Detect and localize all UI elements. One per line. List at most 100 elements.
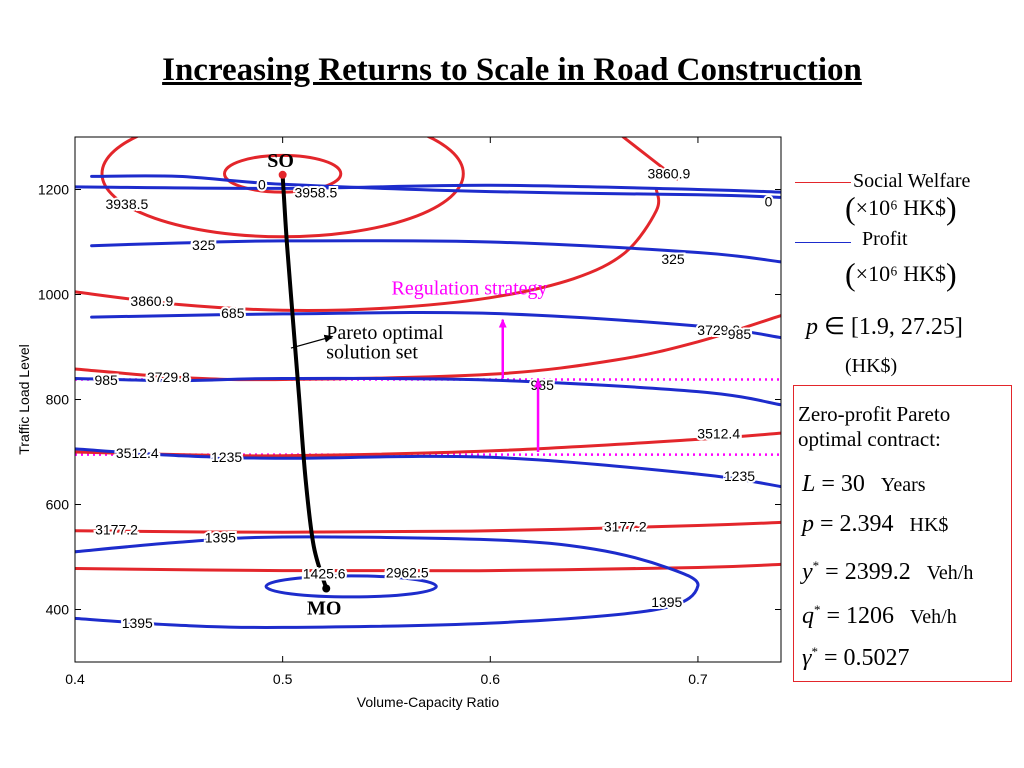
profit-contour-label-11: 1395 — [205, 529, 236, 545]
profit-contour-4 — [90, 311, 781, 340]
y-tick-label-2: 800 — [46, 392, 70, 408]
contract-row-q: q* = 1206 Veh/h — [802, 602, 957, 630]
x-tick-label-2: 0.6 — [481, 671, 501, 687]
contract-row-q-symbol: q — [802, 603, 814, 629]
profit-contour-label-2: 325 — [192, 237, 216, 253]
profit-contour-label-3: 325 — [661, 251, 685, 267]
social-welfare-contour-2 — [75, 188, 661, 313]
contract-row-y-symbol: y — [802, 559, 813, 585]
profit-contour-0 — [90, 174, 781, 199]
social-welfare-contour-6 — [75, 431, 781, 458]
contract-row-L: L = 30 Years — [802, 470, 926, 498]
profit-contour-label-12: 1395 — [122, 615, 153, 631]
contract-row-L-value: = 30 — [821, 471, 865, 497]
profit-contour-label-10: 1235 — [724, 468, 755, 484]
contract-row-L-symbol: L — [802, 471, 816, 497]
legend-line-social-welfare — [795, 182, 851, 183]
profit-contour-6 — [75, 376, 781, 407]
contract-row-q-unit: Veh/h — [910, 606, 957, 628]
contract-row-gamma-value: = 0.5027 — [823, 645, 910, 671]
legend-unit-text-social-welfare: ×10⁶ HK$ — [855, 195, 947, 220]
annotation-regulation-strategy: Regulation strategy — [391, 278, 547, 300]
y-tick-label-1: 600 — [46, 497, 70, 513]
price-unit: (HK$) — [845, 355, 898, 377]
arrow-2 — [290, 334, 334, 349]
profit-contour-label-1: 0 — [765, 193, 773, 209]
contract-row-p-symbol: p — [802, 511, 814, 537]
point-marker-mo — [322, 584, 331, 593]
legend-unit-social-welfare: (×10⁶ HK$) — [845, 190, 957, 226]
contract-row-gamma-symbol: γ — [802, 645, 812, 671]
point-marker-so — [278, 170, 287, 179]
pareto-optimal-solution-set-contour-0 — [280, 172, 329, 591]
profit-contour-label-7: 985 — [531, 377, 555, 393]
point-label-mo: MO — [307, 598, 341, 620]
x-axis-label: Volume-Capacity Ratio — [357, 694, 500, 710]
annotation-solution-set: solution set — [326, 342, 418, 364]
profit-contour-9 — [75, 447, 781, 489]
contract-title-line1: Zero-profit Pareto — [798, 402, 951, 426]
legend-unit-profit: (×10⁶ HK$) — [845, 256, 957, 292]
legend-label-social-welfare: Social Welfare — [853, 170, 971, 192]
profit-contour-2 — [90, 239, 781, 264]
y-tick-label-3: 1000 — [38, 287, 69, 303]
contract-row-L-unit: Years — [880, 474, 926, 496]
x-tick-label-1: 0.5 — [273, 671, 293, 687]
profit-contour-label-0: 0 — [258, 177, 266, 193]
social-welfare-contour-label-5: 3729.8 — [697, 322, 740, 338]
social-welfare-contour-label-6: 3512.4 — [116, 445, 159, 461]
point-label-so: SO — [267, 150, 294, 172]
profit-contour-label-4: 685 — [221, 305, 245, 321]
social-welfare-contour-label-10: 2962.5 — [386, 565, 429, 581]
y-tick-label-0: 400 — [46, 602, 70, 618]
profit-contour-14 — [264, 574, 438, 599]
social-welfare-contour-label-7: 3512.4 — [697, 425, 740, 441]
social-welfare-contour-4 — [75, 314, 781, 382]
x-tick-label-0: 0.4 — [65, 671, 85, 687]
social-welfare-contour-3 — [621, 137, 679, 181]
contract-row-q-sup: * — [814, 602, 821, 617]
contract-row-y-sup: * — [812, 558, 820, 573]
social-welfare-contour-label-1: 3938.5 — [105, 196, 148, 212]
profit-contour-label-8: 985 — [728, 326, 752, 342]
contract-row-y-value: = 2399.2 — [825, 559, 911, 585]
social-welfare-contour-1 — [100, 137, 465, 239]
legend-label-profit: Profit — [862, 228, 908, 250]
contract-row-y: y* = 2399.2 Veh/h — [802, 558, 973, 586]
social-welfare-contour-label-0: 3958.5 — [294, 184, 337, 200]
profit-contour-1 — [75, 183, 781, 194]
y-axis-label: Traffic Load Level — [16, 344, 32, 455]
contract-row-gamma: γ* = 0.5027 — [802, 644, 920, 672]
social-welfare-contour-10 — [75, 562, 781, 573]
profit-contour-label-6: 985 — [94, 372, 118, 388]
contract-row-p-unit: HK$ — [909, 514, 949, 536]
social-welfare-contour-8 — [75, 520, 781, 534]
profit-contour-label-5: 685 — [728, 327, 752, 343]
profit-contour-label-9: 1235 — [211, 449, 242, 465]
contract-row-p: p = 2.394 HK$ — [802, 510, 948, 538]
social-welfare-contour-label-3: 3860.9 — [647, 166, 690, 182]
profit-contour-label-14: 1425.6 — [303, 566, 346, 582]
price-range-value: [1.9, 27.25] — [850, 314, 963, 340]
social-welfare-contour-label-9: 3177.2 — [604, 518, 647, 534]
contract-row-q-value: = 1206 — [826, 603, 895, 629]
contract-title-line2: optimal contract: — [798, 427, 941, 451]
legend-line-profit — [795, 242, 851, 243]
contract-row-gamma-sup: * — [811, 644, 818, 659]
contract-title: Zero-profit Pareto optimal contract: — [798, 402, 950, 452]
profit-contour-label-13: 1395 — [651, 594, 682, 610]
price-range: p ∈ [1.9, 27.25] — [806, 314, 963, 340]
social-welfare-contour-label-8: 3177.2 — [95, 521, 138, 537]
contract-box: Zero-profit Pareto optimal contract: L =… — [793, 385, 1012, 682]
legend-unit-text-profit: ×10⁶ HK$ — [855, 261, 947, 286]
x-tick-label-3: 0.7 — [688, 671, 708, 687]
contract-row-y-unit: Veh/h — [926, 562, 974, 584]
contract-row-p-value: = 2.394 — [820, 511, 894, 537]
slide-title: Increasing Returns to Scale in Road Cons… — [162, 52, 862, 88]
profit-contour-11 — [75, 535, 700, 629]
y-tick-label-4: 1200 — [38, 182, 69, 198]
annotation-pareto-optimal: Pareto optimal — [326, 322, 444, 344]
price-symbol: p — [806, 314, 818, 340]
social-welfare-contour-label-4: 3729.8 — [147, 369, 190, 385]
